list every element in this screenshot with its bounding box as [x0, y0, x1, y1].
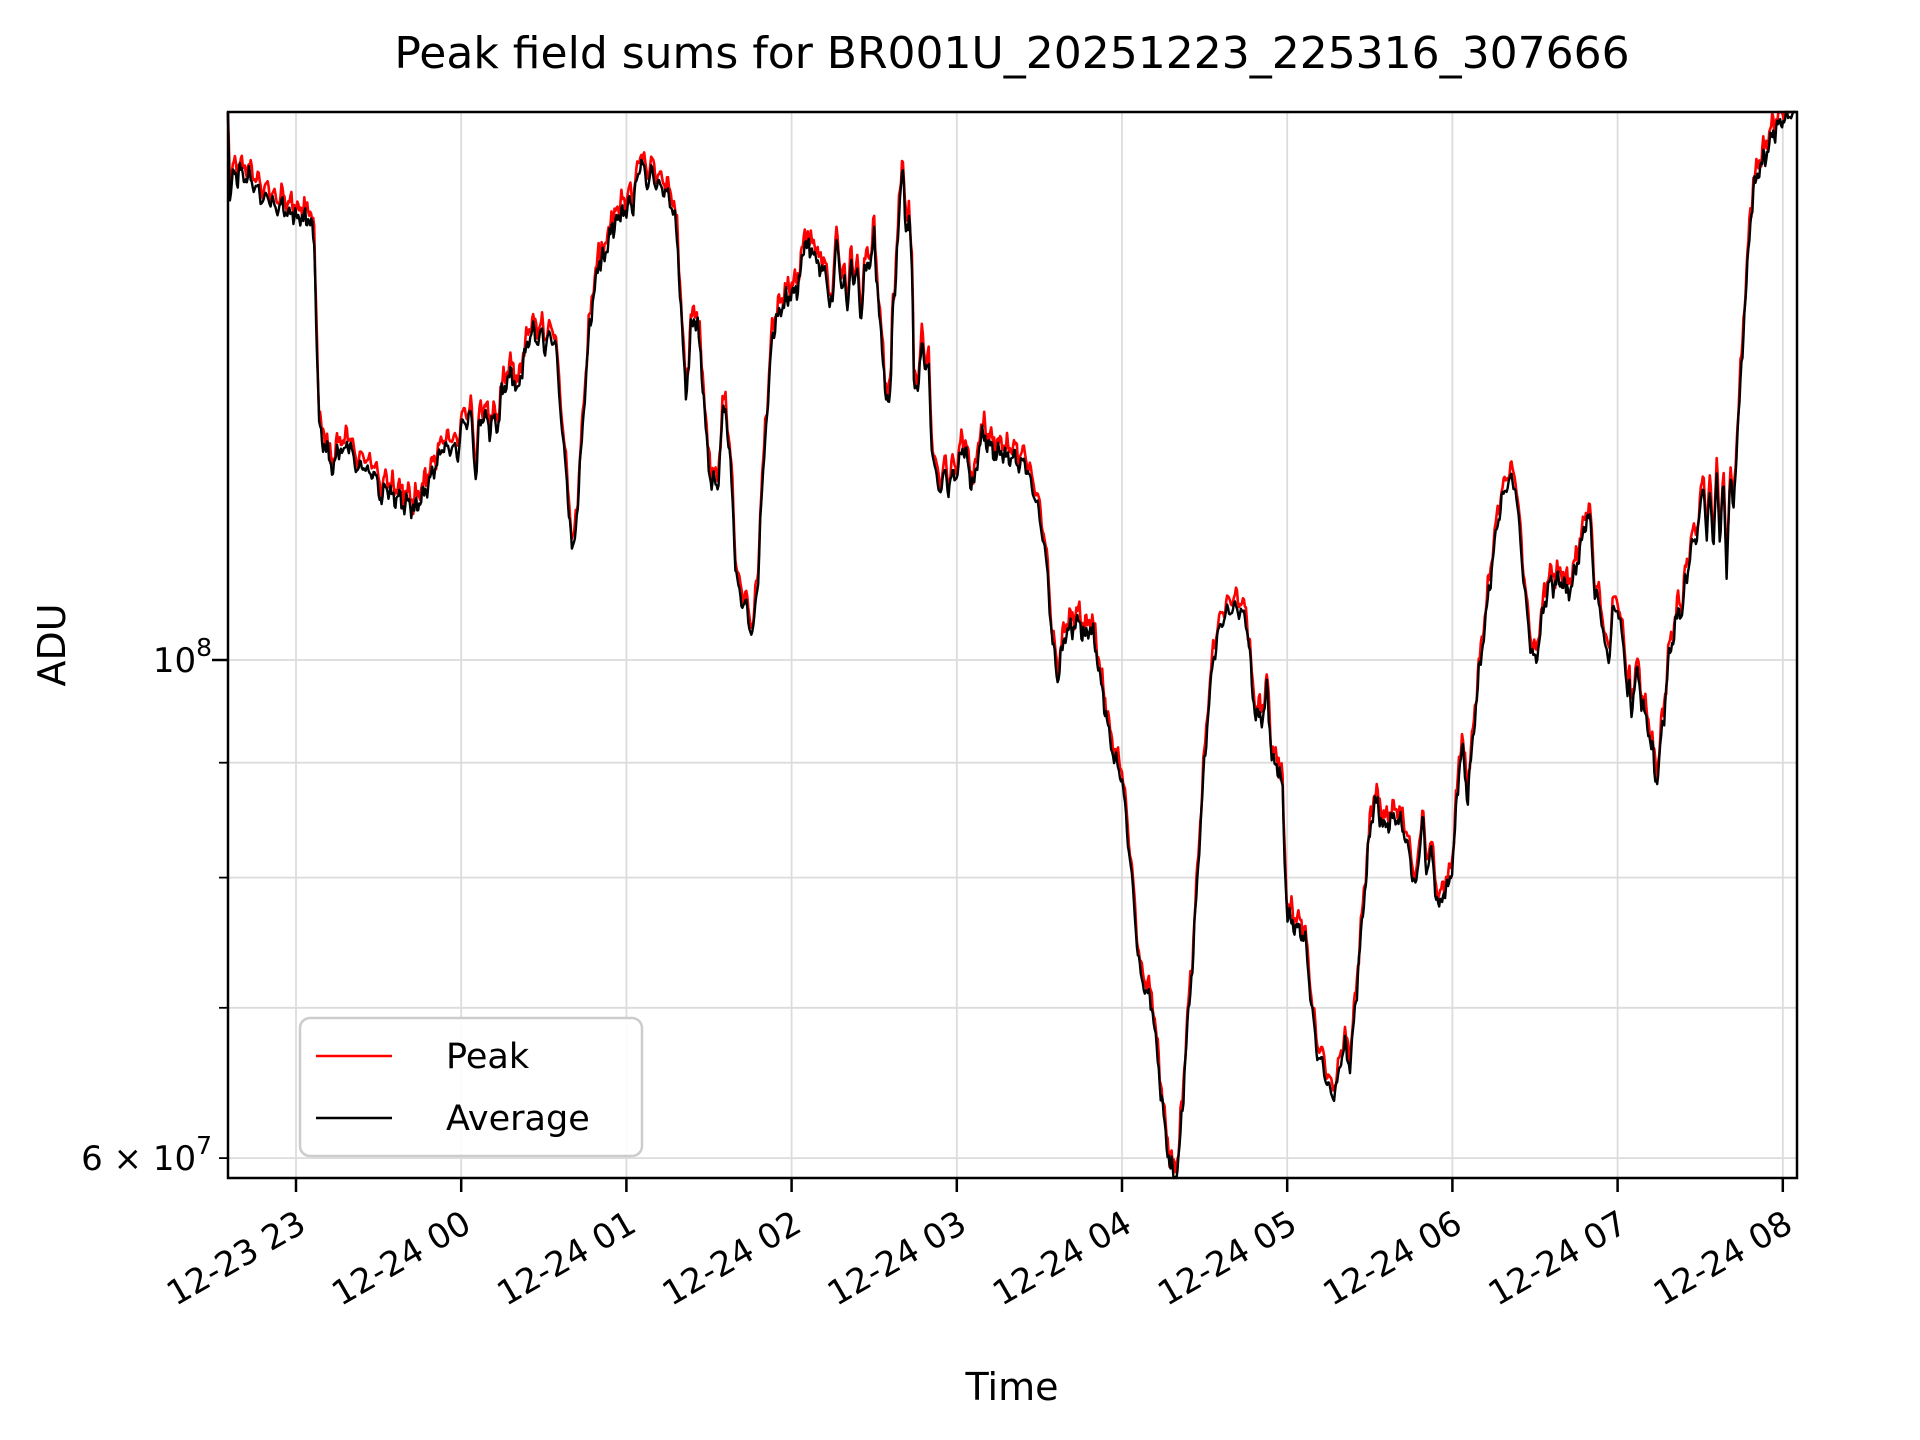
y-tick-label-1e8: 108: [153, 633, 212, 681]
gridlines: [228, 112, 1797, 1178]
legend-label-average: Average: [446, 1099, 590, 1139]
legend: Peak Average: [298, 1016, 644, 1158]
series-lines: [226, 110, 1798, 1180]
y-tick-label-6e7: 6 × 107: [81, 1131, 212, 1179]
axis-ticks: [212, 658, 1785, 1192]
x-axis-label: Time: [965, 1365, 1059, 1409]
y-axis-label: ADU: [30, 603, 74, 686]
legend-label-peak: Peak: [446, 1037, 530, 1077]
axes-spines: [226, 110, 1799, 1180]
legend-box: [298, 1016, 644, 1158]
chart-title: Peak field sums for BR001U_20251223_2253…: [394, 28, 1629, 79]
series-line-average: [226, 110, 1798, 1180]
y-tick-labels: 108 6 × 107: [81, 633, 212, 1179]
